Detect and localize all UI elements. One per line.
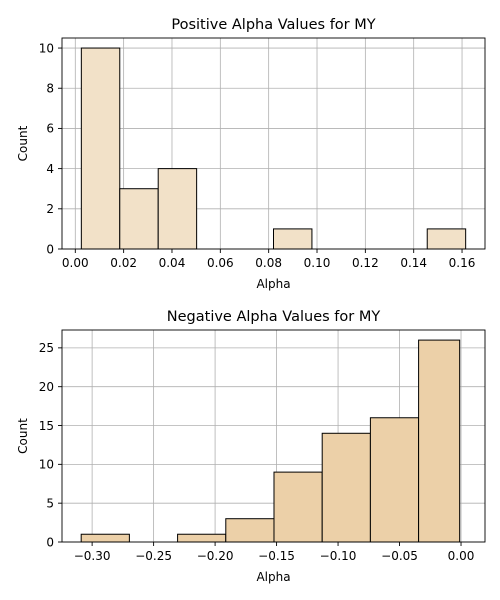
y-tick-label: 25: [39, 341, 54, 355]
histogram-bar: [80, 533, 130, 543]
y-tick-label: 15: [39, 419, 54, 433]
x-tick-label: 0.00: [62, 256, 89, 270]
histogram-bar: [426, 228, 467, 250]
x-tick-label: 0.02: [110, 256, 137, 270]
y-tick-label: 8: [46, 82, 54, 96]
x-tick-label: 0.10: [304, 256, 331, 270]
y-tick-label: 5: [46, 496, 54, 510]
plot-frame: [61, 37, 486, 250]
chart-title: Positive Alpha Values for MY: [171, 17, 375, 33]
y-tick-label: 10: [39, 41, 54, 55]
negative-alpha-histogram: −0.30 −0.25 −0.20 −0.15 −0.10 −0.05 0.00 0 5 10 15…: [16, 309, 486, 584]
x-tick-label: −0.25: [135, 549, 172, 563]
y-tick-label: 4: [46, 162, 54, 176]
chart-title: Negative Alpha Values for MY: [167, 309, 381, 325]
histogram-bar: [321, 432, 371, 543]
y-axis-label: Count: [16, 418, 30, 454]
x-tick-label: 0.12: [352, 256, 379, 270]
x-tick-label: 0.14: [400, 256, 427, 270]
x-tick-label: 0.00: [448, 549, 475, 563]
histogram-bar: [418, 339, 461, 543]
histogram-bar: [119, 188, 159, 250]
histogram-bar: [225, 518, 275, 543]
histogram-bar: [177, 533, 227, 543]
positive-alpha-histogram: 0.00 0.02 0.04 0.06 0.08 0.10 0.12 0.14 0.16 0 2 4 6…: [16, 17, 486, 291]
x-tick-label: 0.08: [255, 256, 282, 270]
histogram-bar: [157, 168, 198, 250]
histogram-bar: [80, 47, 121, 250]
y-tick-label: 20: [39, 380, 54, 394]
plot-frame: [61, 329, 486, 543]
histogram-bar: [273, 228, 313, 250]
y-axis-label: Count: [16, 125, 30, 161]
x-tick-label: −0.30: [74, 549, 111, 563]
x-tick-label: 0.16: [449, 256, 476, 270]
y-tick-label: 6: [46, 122, 54, 136]
histogram-bar: [369, 417, 420, 543]
y-tick-label: 0: [46, 242, 54, 256]
x-tick-label: 0.04: [159, 256, 186, 270]
x-tick-label: −0.15: [258, 549, 295, 563]
x-axis-label: Alpha: [256, 570, 290, 584]
histogram-bar: [273, 471, 323, 543]
y-tick-label: 10: [39, 458, 54, 472]
x-tick-label: −0.20: [197, 549, 234, 563]
x-tick-label: −0.10: [320, 549, 357, 563]
y-tick-label: 0: [46, 535, 54, 549]
x-tick-label: 0.06: [207, 256, 234, 270]
x-tick-label: −0.05: [381, 549, 418, 563]
x-axis-label: Alpha: [256, 277, 290, 291]
y-tick-label: 2: [46, 202, 54, 216]
